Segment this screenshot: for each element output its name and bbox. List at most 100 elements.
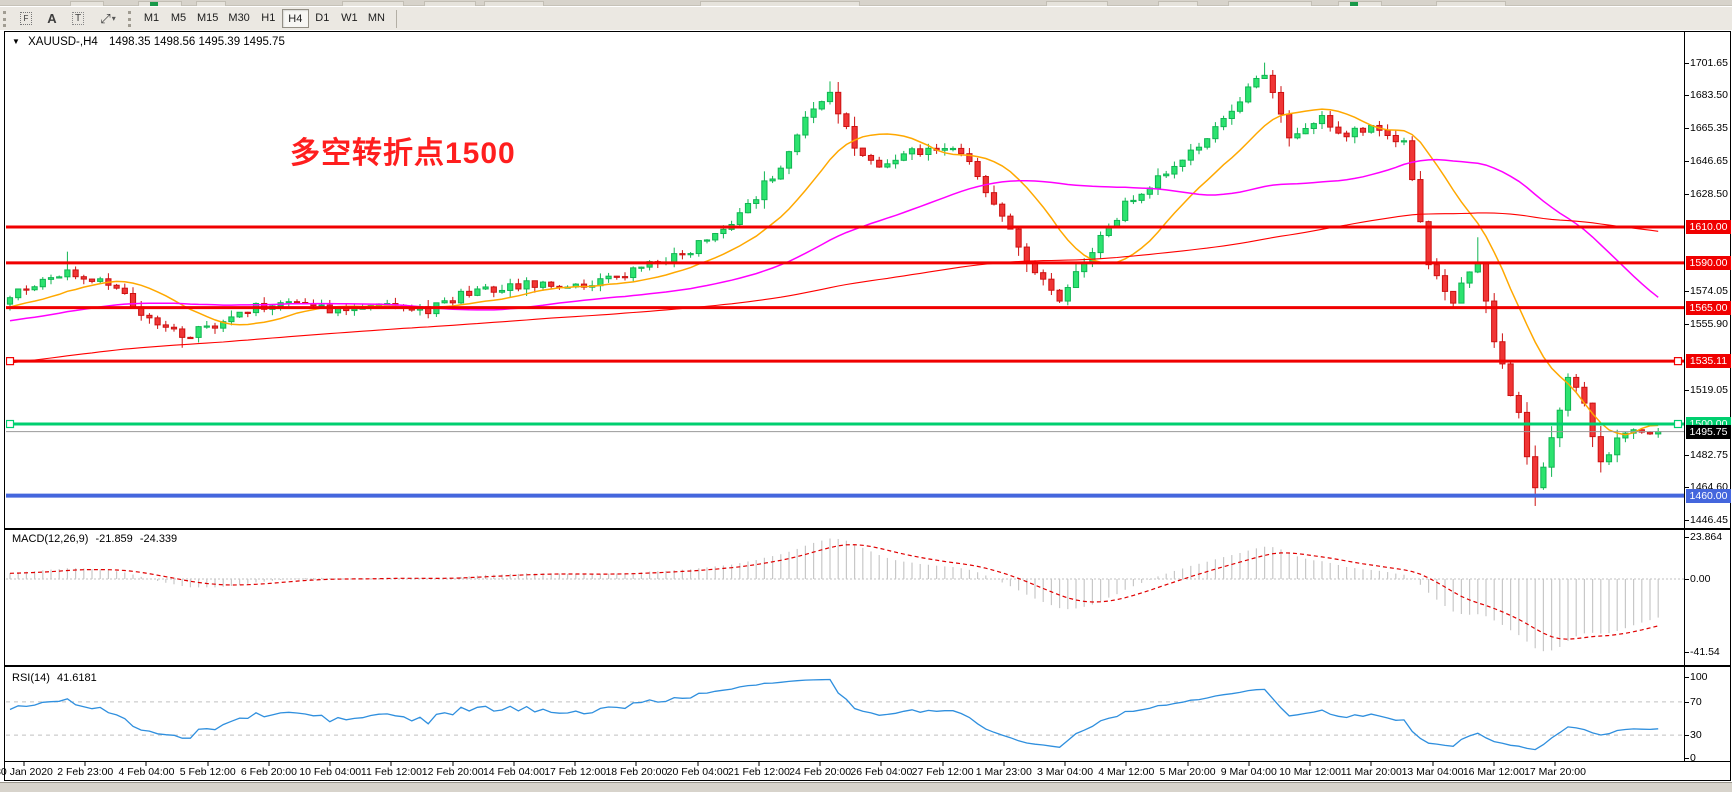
panel-divider[interactable] — [4, 528, 1731, 530]
price-chart-canvas[interactable] — [6, 33, 1684, 528]
time-axis-label: 13 Mar 04:00 — [1401, 766, 1464, 778]
time-axis-tick — [942, 762, 944, 766]
price-axis-label: 1646.65 — [1690, 155, 1728, 168]
cut-off-toolbar-button[interactable] — [700, 1, 860, 6]
time-axis-tick — [513, 762, 515, 766]
hline-price-label: 1460.00 — [1686, 488, 1731, 503]
rsi-axis-label: 100 — [1690, 671, 1708, 683]
text-button[interactable]: A — [39, 9, 65, 29]
macd-axis-tick — [1684, 652, 1689, 653]
toolbar-drag-handle[interactable] — [128, 10, 133, 27]
hline-price-label: 1535.11 — [1686, 354, 1731, 369]
time-axis-label: 4 Feb 04:00 — [118, 766, 175, 778]
price-axis-tick — [1684, 389, 1689, 391]
time-axis-tick — [635, 762, 637, 766]
cut-off-toolbar-button[interactable] — [1228, 1, 1312, 6]
chart-annotation-text[interactable]: 多空转折点1500 — [290, 137, 516, 170]
timeframe-button-h4[interactable]: H4 — [281, 9, 309, 28]
macd-panel-canvas[interactable] — [6, 530, 1684, 665]
hline-drag-handle[interactable] — [1673, 357, 1683, 366]
price-axis-tick — [1684, 454, 1689, 456]
price-axis-label: 1665.35 — [1690, 121, 1728, 134]
chart-ohlc-values: 1498.35 1498.56 1495.39 1495.75 — [108, 36, 285, 48]
timeframe-button-m15[interactable]: M15 — [197, 12, 219, 24]
time-axis-label: 4 Mar 12:00 — [1098, 766, 1155, 778]
timeframe-button-mn[interactable]: MN — [367, 12, 385, 24]
symbol-dropdown-icon[interactable]: ▼ — [12, 37, 20, 46]
time-axis-label: 16 Mar 12:00 — [1462, 766, 1525, 778]
timeframe-button-m30[interactable]: M30 — [228, 12, 250, 24]
cut-off-toolbar-button[interactable] — [342, 1, 404, 6]
time-axis-label: 17 Feb 12:00 — [544, 766, 607, 778]
price-axis-label: 1446.45 — [1690, 513, 1728, 526]
time-axis-label: 27 Feb 12:00 — [911, 766, 974, 778]
price-axis-label: 1482.75 — [1690, 448, 1728, 461]
ma-45-line — [9, 158, 1659, 322]
time-axis-tick — [819, 762, 821, 766]
time-axis-tick — [207, 762, 209, 766]
time-axis-label: 5 Feb 12:00 — [179, 766, 236, 778]
timeframe-button-h1[interactable]: H1 — [261, 12, 276, 24]
cut-off-toolbar-button[interactable] — [1436, 1, 1506, 6]
time-axis-tick — [1370, 762, 1372, 766]
panel-divider[interactable] — [4, 665, 1731, 667]
price-axis-tick — [1684, 127, 1689, 129]
time-axis-label: 20 Feb 04:00 — [666, 766, 729, 778]
hline-1500.00[interactable] — [6, 419, 1684, 429]
price-axis-separator — [1684, 31, 1685, 761]
fibonacci-retracement-button[interactable]: F — [13, 9, 39, 29]
hline-drag-handle[interactable] — [1673, 419, 1683, 429]
time-axis-label: 3 Mar 04:00 — [1037, 766, 1094, 778]
time-axis-tick — [23, 762, 25, 766]
rsi-axis-tick — [1684, 677, 1689, 678]
timeframe-button-d1[interactable]: D1 — [315, 12, 330, 24]
macd-axis-label: -41.54 — [1690, 646, 1720, 658]
cut-off-toolbar-button[interactable] — [1338, 1, 1382, 6]
time-axis-tick — [452, 762, 454, 766]
dropdown-caret-icon: ▾ — [111, 14, 116, 23]
rsi-axis-label: 30 — [1690, 729, 1702, 741]
macd-axis-tick — [1684, 579, 1689, 580]
cut-off-toolbar-button[interactable] — [484, 1, 544, 6]
rsi-axis-label: 70 — [1690, 696, 1702, 708]
hline-1535.11[interactable] — [6, 357, 1684, 366]
toolbar-drag-handle[interactable] — [3, 10, 8, 27]
cut-off-toolbar-button[interactable] — [196, 1, 226, 6]
price-axis-tick — [1684, 291, 1689, 293]
rsi-panel-canvas[interactable] — [6, 667, 1684, 761]
timeframe-button-m1[interactable]: M1 — [143, 12, 160, 24]
text-label-button[interactable]: T — [65, 9, 91, 29]
time-axis-tick — [1493, 762, 1495, 766]
cut-off-toolbar-button[interactable] — [1158, 1, 1198, 6]
cut-off-toolbar-button[interactable] — [1046, 1, 1108, 6]
chart-window[interactable] — [4, 31, 1731, 781]
arrow-objects-button[interactable]: ⤢ ▾ — [91, 9, 125, 29]
timeframe-button-w1[interactable]: W1 — [341, 12, 358, 24]
price-axis-label: 1574.05 — [1690, 285, 1728, 298]
timeframe-button-m5[interactable]: M5 — [170, 12, 187, 24]
time-axis-label: 18 Feb 20:00 — [605, 766, 668, 778]
macd-axis-label: 23.864 — [1690, 531, 1723, 543]
price-axis-tick — [1684, 487, 1689, 489]
time-axis-tick — [880, 762, 882, 766]
time-axis-label: 14 Feb 04:00 — [482, 766, 545, 778]
hline-drag-handle[interactable] — [6, 357, 15, 366]
time-axis-label: 1 Mar 23:00 — [975, 766, 1032, 778]
cut-off-toolbar-button[interactable] — [424, 1, 476, 6]
macd-signal-line — [9, 544, 1659, 640]
hline-price-label: 1565.00 — [1686, 300, 1731, 315]
hline-price-label: 1590.00 — [1686, 255, 1731, 270]
time-axis-tick — [1309, 762, 1311, 766]
time-axis-label: 12 Feb 20:00 — [421, 766, 484, 778]
macd-axis-tick — [1684, 537, 1689, 538]
cut-off-toolbar-button — [150, 2, 158, 6]
price-axis-label: 1701.65 — [1690, 56, 1728, 69]
cut-off-toolbar-button[interactable] — [138, 1, 182, 6]
toolbar: F A T ⤢ ▾ M1 M5 M15 M30 H1 H4 D1 W1 MN — [0, 7, 1732, 31]
time-axis-label: 24 Feb 20:00 — [789, 766, 852, 778]
cut-off-toolbar-button — [1350, 2, 1358, 6]
cut-off-toolbar-button[interactable] — [70, 1, 104, 6]
price-axis-label: 1555.90 — [1690, 317, 1728, 330]
price-axis-tick — [1684, 95, 1689, 97]
hline-drag-handle[interactable] — [6, 419, 15, 429]
